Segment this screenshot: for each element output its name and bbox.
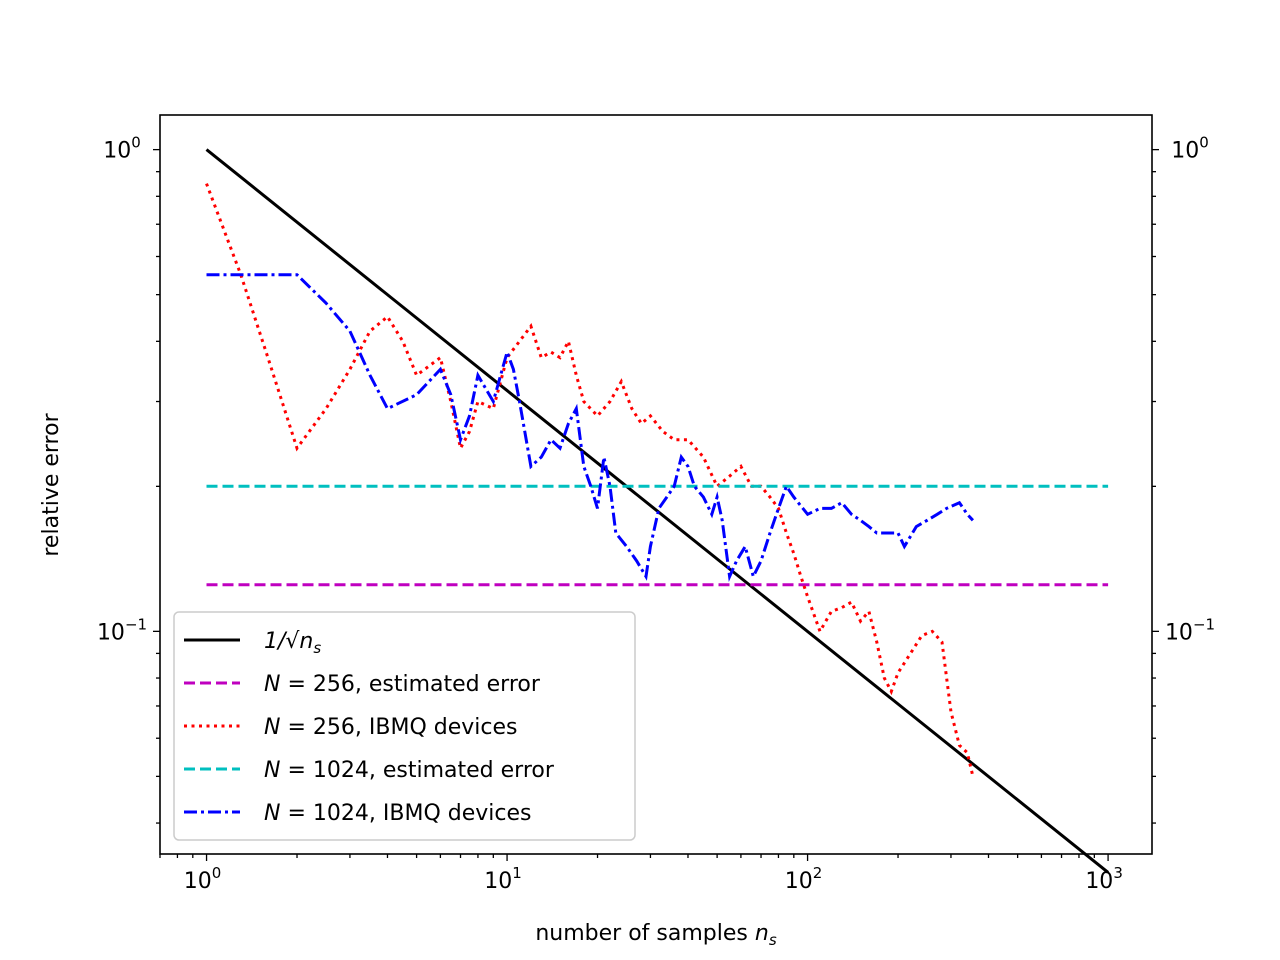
tick-layer: 100 101 102 103 10−1 10−1 100 100 <box>97 134 1215 894</box>
x-axis-label-var: n <box>755 921 769 946</box>
x-axis-label-text: number of samples <box>535 921 755 946</box>
y-tick-label-right-1: 100 <box>1171 134 1209 164</box>
x-tick-label-2: 102 <box>785 864 823 894</box>
legend-label-1: N = 256, estimated error <box>264 672 541 697</box>
series-line-4 <box>206 273 974 582</box>
y-tick-label-right-0: 10−1 <box>1165 615 1215 645</box>
legend-label-4: N = 1024, IBMQ devices <box>264 801 531 826</box>
x-axis-label: number of samples ns <box>535 921 776 949</box>
legend-label-2: N = 256, IBMQ devices <box>264 715 517 740</box>
legend-label-3: N = 1024, estimated error <box>264 758 555 783</box>
y-tick-label-left-0: 10−1 <box>97 615 147 645</box>
legend: 1/√ns N = 256, estimated error N = 256, IB… <box>173 611 636 841</box>
x-axis-label-sub: s <box>769 931 777 949</box>
y-tick-label-left-1: 100 <box>103 134 141 164</box>
plot-frame <box>159 114 1153 855</box>
legend-label-0: 1/√ns <box>264 629 321 657</box>
x-tick-label-1: 101 <box>484 864 522 894</box>
x-tick-label-0: 100 <box>184 864 222 894</box>
series-layer <box>205 148 1110 874</box>
legend-box <box>173 611 636 841</box>
legend-entries: 1/√ns N = 256, estimated error N = 256, IB… <box>184 629 555 826</box>
x-tick-label-3: 103 <box>1085 864 1123 894</box>
y-axis-label: relative error <box>39 412 64 556</box>
